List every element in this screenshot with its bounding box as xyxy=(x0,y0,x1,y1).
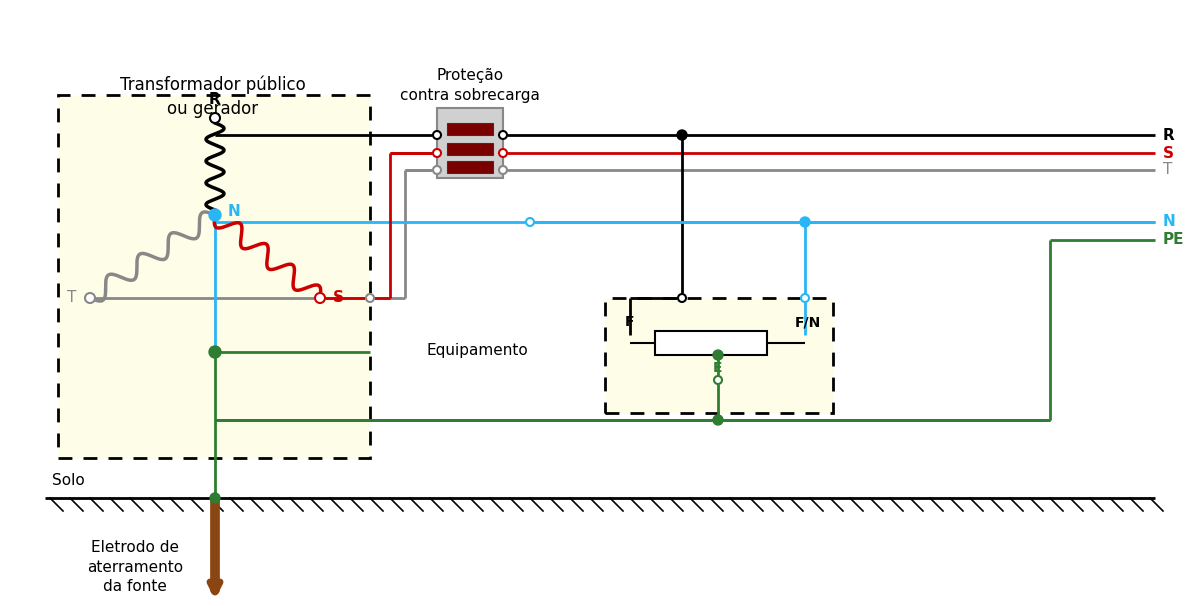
Circle shape xyxy=(433,166,441,174)
Text: N: N xyxy=(228,205,241,219)
Circle shape xyxy=(85,293,95,303)
Circle shape xyxy=(433,131,441,139)
Circle shape xyxy=(499,149,507,157)
Circle shape xyxy=(210,493,221,503)
Bar xyxy=(447,123,493,135)
Circle shape xyxy=(499,166,507,174)
FancyBboxPatch shape xyxy=(606,298,833,413)
FancyBboxPatch shape xyxy=(58,95,370,458)
Text: T: T xyxy=(1163,162,1173,178)
Circle shape xyxy=(677,130,687,140)
Circle shape xyxy=(209,346,221,358)
Text: F/N: F/N xyxy=(795,315,821,329)
Text: R: R xyxy=(1163,127,1175,143)
Text: Equipamento: Equipamento xyxy=(427,342,528,358)
Text: N: N xyxy=(1163,214,1175,230)
Bar xyxy=(447,161,493,173)
Circle shape xyxy=(209,209,221,221)
Circle shape xyxy=(678,294,687,302)
Circle shape xyxy=(433,149,441,157)
Circle shape xyxy=(800,217,811,227)
Bar xyxy=(437,108,503,178)
Bar xyxy=(447,143,493,155)
Text: E: E xyxy=(713,361,722,375)
Text: S: S xyxy=(1163,146,1174,161)
Text: T: T xyxy=(67,291,76,306)
Circle shape xyxy=(713,415,724,425)
Circle shape xyxy=(801,294,809,302)
Text: Transformador público
ou gerador: Transformador público ou gerador xyxy=(120,75,306,118)
Circle shape xyxy=(366,294,374,302)
Text: F: F xyxy=(626,315,635,329)
Circle shape xyxy=(315,293,325,303)
Circle shape xyxy=(526,218,534,226)
Text: PE: PE xyxy=(1163,233,1185,248)
Circle shape xyxy=(713,350,724,360)
Circle shape xyxy=(499,131,507,139)
Text: Proteção
contra sobrecarga: Proteção contra sobrecarga xyxy=(401,68,540,103)
Text: Eletrodo de
aterramento
da fonte: Eletrodo de aterramento da fonte xyxy=(87,540,184,594)
Text: S: S xyxy=(333,291,344,306)
Circle shape xyxy=(714,376,722,384)
Text: Solo: Solo xyxy=(52,473,85,488)
Circle shape xyxy=(210,113,221,123)
Text: R: R xyxy=(209,92,221,107)
Bar xyxy=(654,331,766,355)
